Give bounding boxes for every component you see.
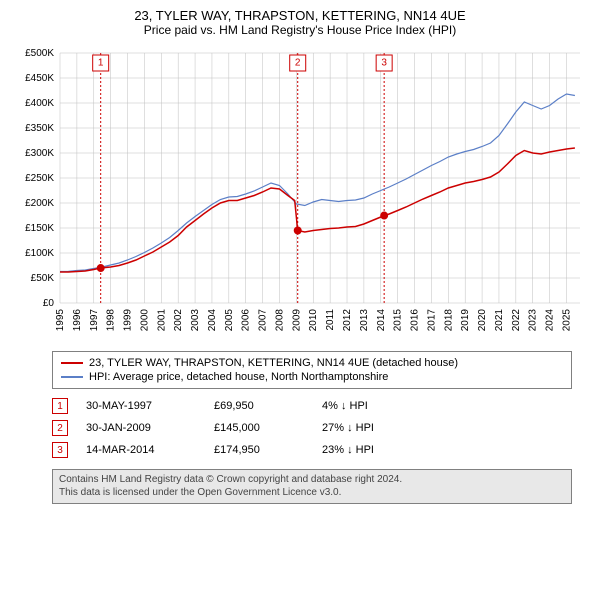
event-hpi-delta: 27% ↓ HPI <box>322 422 432 434</box>
legend: 23, TYLER WAY, THRAPSTON, KETTERING, NN1… <box>52 351 572 389</box>
svg-text:£350K: £350K <box>25 123 54 134</box>
chart-container: £0 £50K £100K £150K £200K £250K £300K £350K £400… <box>12 43 588 343</box>
svg-text:2021: 2021 <box>494 309 505 332</box>
svg-text:2009: 2009 <box>291 309 302 332</box>
svg-text:2020: 2020 <box>477 309 488 332</box>
event-hpi-delta: 23% ↓ HPI <box>322 444 432 456</box>
event-date: 30-JAN-2009 <box>86 422 196 434</box>
chart-titles: 23, TYLER WAY, THRAPSTON, KETTERING, NN1… <box>12 8 588 37</box>
svg-text:2016: 2016 <box>410 309 421 332</box>
svg-text:£150K: £150K <box>25 223 54 234</box>
event-price: £174,950 <box>214 444 304 456</box>
svg-text:£0: £0 <box>43 298 55 309</box>
svg-text:2014: 2014 <box>376 309 387 332</box>
event-price: £145,000 <box>214 422 304 434</box>
legend-item: 23, TYLER WAY, THRAPSTON, KETTERING, NN1… <box>61 356 563 370</box>
event-marker-box: 1 <box>52 398 68 414</box>
footer-line-2: This data is licensed under the Open Gov… <box>59 487 565 500</box>
footer-line-1: Contains HM Land Registry data © Crown c… <box>59 474 565 487</box>
event-marker-box: 3 <box>52 442 68 458</box>
svg-text:£250K: £250K <box>25 173 54 184</box>
attribution-footer: Contains HM Land Registry data © Crown c… <box>52 469 572 504</box>
event-marker-box: 2 <box>52 420 68 436</box>
svg-text:£100K: £100K <box>25 248 54 259</box>
event-row: 1 30-MAY-1997 £69,950 4% ↓ HPI <box>52 395 572 417</box>
svg-text:2017: 2017 <box>426 309 437 332</box>
svg-text:2010: 2010 <box>308 309 319 332</box>
svg-text:2004: 2004 <box>207 309 218 332</box>
svg-text:2011: 2011 <box>325 309 336 331</box>
event-hpi-delta: 4% ↓ HPI <box>322 400 432 412</box>
event-date: 30-MAY-1997 <box>86 400 196 412</box>
legend-item: HPI: Average price, detached house, Nort… <box>61 370 563 384</box>
svg-text:2023: 2023 <box>528 309 539 332</box>
svg-text:1999: 1999 <box>123 309 134 332</box>
svg-text:2008: 2008 <box>274 309 285 332</box>
title-line-1: 23, TYLER WAY, THRAPSTON, KETTERING, NN1… <box>12 8 588 23</box>
events-table: 1 30-MAY-1997 £69,950 4% ↓ HPI 2 30-JAN-2009 £… <box>52 395 572 461</box>
svg-text:1997: 1997 <box>89 309 100 332</box>
svg-text:£500K: £500K <box>25 48 54 59</box>
svg-text:2024: 2024 <box>545 309 556 332</box>
title-line-2: Price paid vs. HM Land Registry's House … <box>12 23 588 37</box>
svg-text:2002: 2002 <box>173 309 184 332</box>
legend-swatch <box>61 362 83 364</box>
legend-label: 23, TYLER WAY, THRAPSTON, KETTERING, NN1… <box>89 357 458 369</box>
svg-text:1996: 1996 <box>72 309 83 332</box>
price-chart: £0 £50K £100K £150K £200K £250K £300K £350K £400… <box>12 43 588 343</box>
event-date: 14-MAR-2014 <box>86 444 196 456</box>
svg-text:1995: 1995 <box>55 309 66 332</box>
svg-text:2005: 2005 <box>224 309 235 332</box>
svg-text:2003: 2003 <box>190 309 201 332</box>
svg-text:£400K: £400K <box>25 98 54 109</box>
svg-text:£50K: £50K <box>31 273 55 284</box>
svg-text:2000: 2000 <box>139 309 150 332</box>
event-row: 3 14-MAR-2014 £174,950 23% ↓ HPI <box>52 439 572 461</box>
svg-text:2: 2 <box>295 58 301 69</box>
svg-text:2022: 2022 <box>511 309 522 332</box>
svg-text:£300K: £300K <box>25 148 54 159</box>
svg-text:2025: 2025 <box>561 309 572 332</box>
svg-text:2006: 2006 <box>241 309 252 332</box>
svg-text:2015: 2015 <box>393 309 404 332</box>
svg-text:2001: 2001 <box>156 309 167 332</box>
event-row: 2 30-JAN-2009 £145,000 27% ↓ HPI <box>52 417 572 439</box>
svg-text:2013: 2013 <box>359 309 370 332</box>
svg-text:2018: 2018 <box>443 309 454 332</box>
legend-label: HPI: Average price, detached house, Nort… <box>89 371 388 383</box>
event-price: £69,950 <box>214 400 304 412</box>
svg-text:3: 3 <box>381 58 387 69</box>
svg-text:2007: 2007 <box>258 309 269 332</box>
svg-text:2019: 2019 <box>460 309 471 332</box>
svg-text:£200K: £200K <box>25 198 54 209</box>
svg-text:£450K: £450K <box>25 73 54 84</box>
legend-swatch <box>61 376 83 378</box>
svg-text:1998: 1998 <box>106 309 117 332</box>
svg-text:2012: 2012 <box>342 309 353 332</box>
svg-text:1: 1 <box>98 58 104 69</box>
